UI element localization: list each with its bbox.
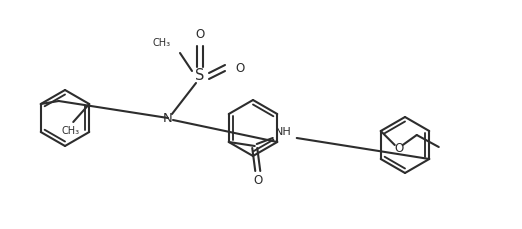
Text: O: O — [253, 174, 263, 186]
Text: CH₃: CH₃ — [153, 38, 171, 48]
Text: O: O — [195, 27, 205, 41]
Text: O: O — [394, 142, 404, 155]
Text: NH: NH — [275, 127, 291, 137]
Text: CH₃: CH₃ — [61, 126, 79, 136]
Text: N: N — [163, 112, 173, 125]
Text: S: S — [195, 68, 205, 84]
Text: O: O — [235, 62, 245, 74]
